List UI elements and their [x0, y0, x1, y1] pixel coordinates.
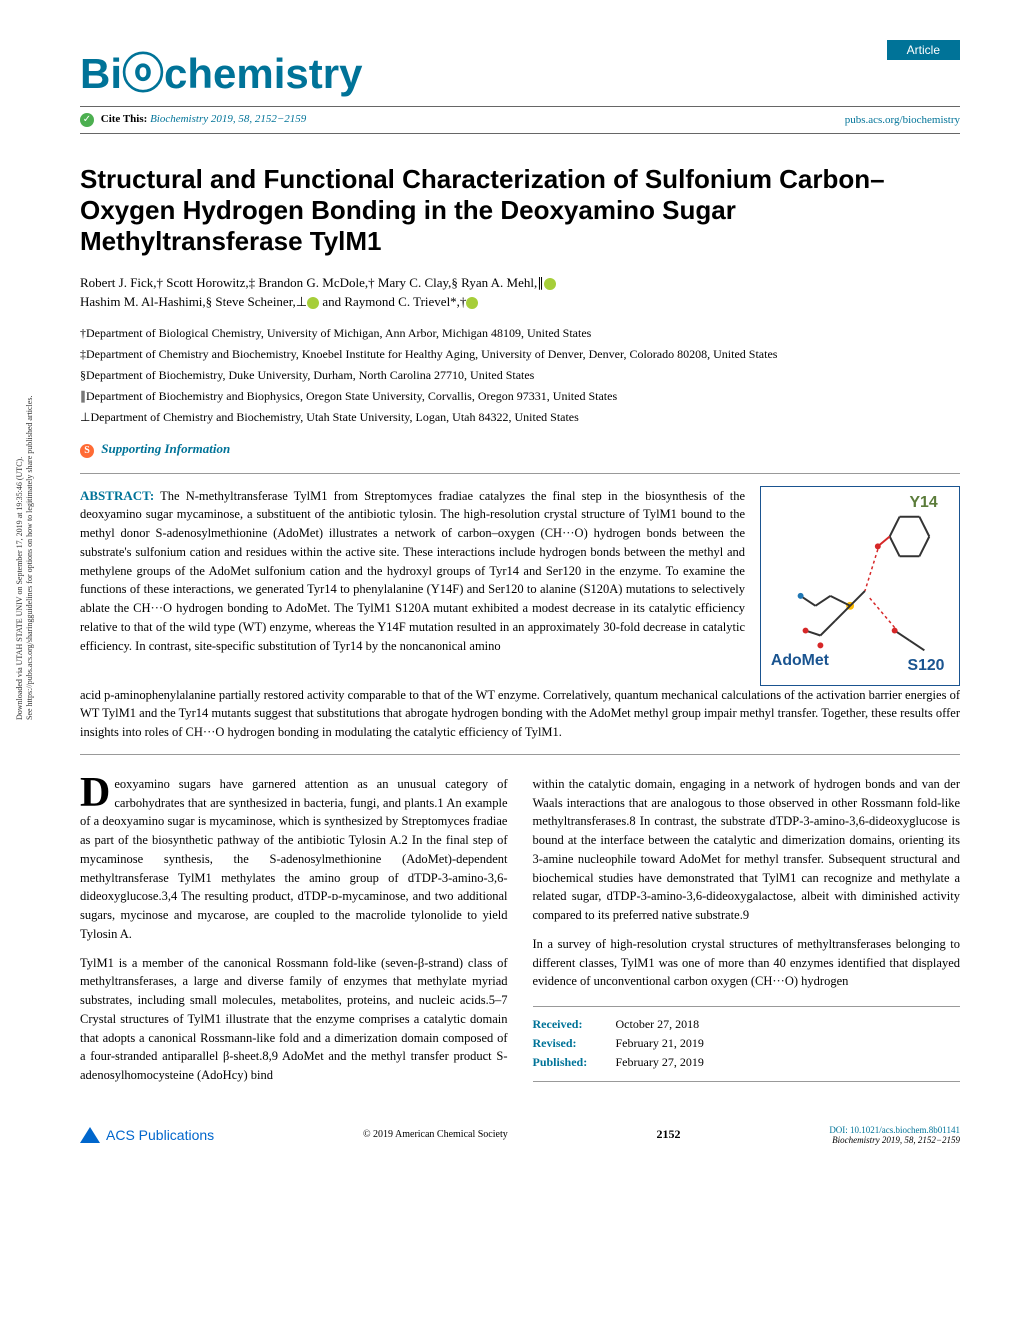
authors: Robert J. Fick,† Scott Horowitz,‡ Brando…: [80, 273, 960, 312]
affiliation-3: §Department of Biochemistry, Duke Univer…: [80, 366, 960, 384]
affiliation-4: ∥Department of Biochemistry and Biophysi…: [80, 387, 960, 405]
abstract-figure: Y14: [760, 486, 960, 686]
main-content: Structural and Functional Characterizati…: [0, 134, 1020, 1115]
orcid-icon: [307, 297, 319, 309]
affiliation-5: ⊥Department of Chemistry and Biochemistr…: [80, 408, 960, 426]
affiliation-1: †Department of Biological Chemistry, Uni…: [80, 324, 960, 342]
acs-triangle-icon: [80, 1127, 100, 1143]
svg-text:S120: S120: [908, 657, 945, 674]
abstract-text-2: acid p-aminophenylalanine partially rest…: [80, 686, 960, 742]
dropcap: D: [80, 775, 114, 811]
body-text: Deoxyamino sugars have garnered attentio…: [80, 775, 960, 1095]
abstract-label: ABSTRACT:: [80, 488, 154, 503]
page-number: 2152: [657, 1127, 681, 1142]
column-2: within the catalytic domain, engaging in…: [533, 775, 961, 1095]
footer: ACS Publications © 2019 American Chemica…: [0, 1115, 1020, 1165]
orcid-icon: [466, 297, 478, 309]
journal-logo: Biⓞchemistry: [80, 40, 960, 101]
header: Biⓞchemistry Article ✓ Cite This: Bioche…: [0, 0, 1020, 134]
article-title: Structural and Functional Characterizati…: [80, 164, 960, 258]
abstract: Y14: [80, 473, 960, 755]
supporting-info-link[interactable]: S Supporting Information: [80, 441, 960, 458]
doi-link[interactable]: DOI: 10.1021/acs.biochem.8b01141: [829, 1125, 960, 1135]
check-icon: ✓: [80, 113, 94, 127]
publication-dates: Received: October 27, 2018 Revised: Febr…: [533, 1006, 961, 1082]
article-type-badge: Article: [887, 40, 960, 60]
svg-text:Y14: Y14: [910, 493, 938, 510]
citation-bar: ✓ Cite This: Biochemistry 2019, 58, 2152…: [80, 106, 960, 134]
acs-logo: ACS Publications: [80, 1127, 214, 1143]
s-icon: S: [80, 444, 94, 458]
orcid-icon: [544, 278, 556, 290]
svg-text:AdoMet: AdoMet: [771, 652, 830, 669]
abstract-text-1: The N-methyltransferase TylM1 from Strep…: [80, 489, 745, 653]
copyright: © 2019 American Chemical Society: [363, 1129, 508, 1140]
download-attribution: Downloaded via UTAH STATE UNIV on Septem…: [15, 220, 36, 720]
pubs-link[interactable]: pubs.acs.org/biochemistry: [845, 114, 960, 126]
doi-block: DOI: 10.1021/acs.biochem.8b01141 Biochem…: [829, 1125, 960, 1145]
column-1: Deoxyamino sugars have garnered attentio…: [80, 775, 508, 1095]
affiliation-2: ‡Department of Chemistry and Biochemistr…: [80, 345, 960, 363]
